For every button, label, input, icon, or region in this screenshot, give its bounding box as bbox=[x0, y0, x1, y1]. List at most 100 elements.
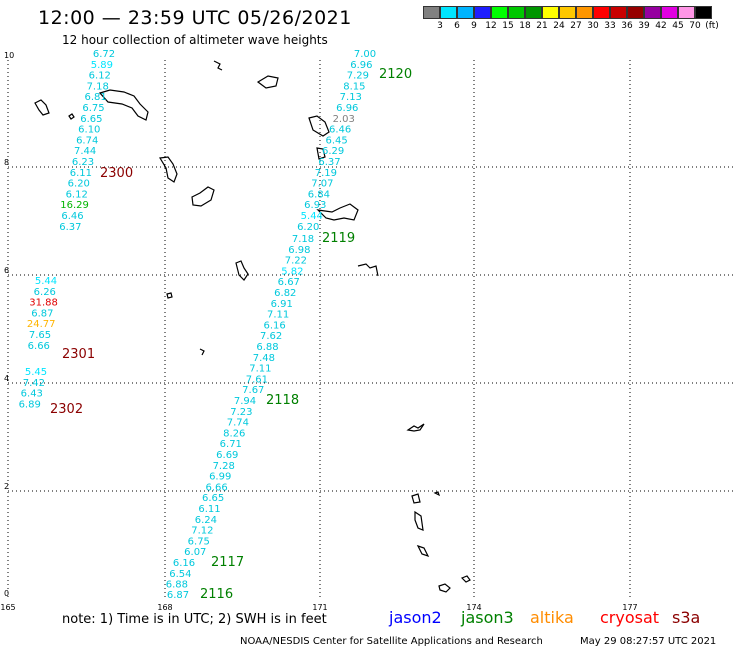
wave-height-label: 6.65 bbox=[80, 114, 102, 125]
page-title: 12:00 — 23:59 UTC 05/26/2021 bbox=[38, 7, 352, 29]
wave-height-label: 7.42 bbox=[23, 378, 45, 389]
legend-altika: altika bbox=[530, 608, 574, 627]
wave-height-label: 6.89 bbox=[19, 399, 41, 410]
wave-height-label: 6.91 bbox=[271, 299, 293, 310]
wave-height-label: 8.15 bbox=[343, 81, 365, 92]
colorbar-swatch bbox=[593, 6, 610, 19]
island-outline bbox=[34, 99, 50, 116]
colorbar-label: 30 bbox=[587, 21, 599, 31]
track-id-label: 2120 bbox=[379, 67, 412, 82]
wave-height-label: 6.72 bbox=[93, 49, 115, 60]
colorbar-label: 12 bbox=[485, 21, 497, 31]
wave-height-label: 7.94 bbox=[234, 396, 256, 407]
wave-height-label: 6.71 bbox=[220, 439, 242, 450]
legend-cryosat: cryosat bbox=[600, 608, 660, 627]
wave-height-label: 7.44 bbox=[74, 146, 96, 157]
wave-height-label: 6.20 bbox=[297, 222, 319, 233]
island-outline bbox=[411, 493, 421, 504]
wave-height-label: 6.20 bbox=[68, 179, 90, 190]
wave-height-label: 7.12 bbox=[191, 526, 213, 537]
wave-height-label: 6.54 bbox=[169, 569, 191, 580]
grid-lines bbox=[7, 60, 735, 598]
y-tick-label: 10 bbox=[4, 51, 14, 60]
island-outline bbox=[414, 510, 424, 531]
track-id-label: 2300 bbox=[100, 166, 133, 181]
wave-height-label: 6.29 bbox=[322, 146, 344, 157]
colorbar-swatch bbox=[678, 6, 695, 19]
wave-height-label: 6.66 bbox=[28, 341, 50, 352]
wave-height-label: 6.12 bbox=[66, 189, 88, 200]
wave-height-label: 7.28 bbox=[213, 461, 235, 472]
wave-height-label: 7.19 bbox=[315, 168, 337, 179]
colorbar-swatch bbox=[423, 6, 440, 19]
colorbar-swatch bbox=[491, 6, 508, 19]
x-tick-label: 177 bbox=[622, 603, 637, 612]
wave-height-label: 5.44 bbox=[301, 211, 323, 222]
wave-height-label: 7.67 bbox=[242, 385, 264, 396]
wave-height-label: 7.13 bbox=[340, 92, 362, 103]
colorbar-label: 39 bbox=[638, 21, 650, 31]
colorbar-label: 9 bbox=[471, 21, 477, 31]
legend-jason2: jason2 bbox=[389, 608, 442, 627]
colorbar-label: 33 bbox=[604, 21, 616, 31]
page-subtitle: 12 hour collection of altimeter wave hei… bbox=[62, 33, 328, 47]
island-outline bbox=[235, 260, 249, 281]
legend-s3a: s3a bbox=[672, 608, 701, 627]
island-outline bbox=[213, 60, 223, 71]
wave-height-label: 2.03 bbox=[333, 114, 355, 125]
colorbar-label: (ft) bbox=[705, 21, 719, 31]
wave-height-label: 5.44 bbox=[35, 276, 57, 287]
wave-height-label: 6.10 bbox=[78, 125, 100, 136]
island-outline bbox=[357, 263, 379, 277]
wave-height-label: 6.11 bbox=[70, 168, 92, 179]
wave-height-label: 7.48 bbox=[253, 353, 275, 364]
x-tick-label: 165 bbox=[0, 603, 15, 612]
wave-height-label: 6.26 bbox=[34, 287, 56, 298]
wave-height-label: 6.23 bbox=[72, 157, 94, 168]
track-id-label: 2116 bbox=[200, 587, 233, 602]
colorbar bbox=[423, 6, 712, 19]
wave-height-label: 6.16 bbox=[173, 558, 195, 569]
colorbar-label: 27 bbox=[570, 21, 582, 31]
island-outline bbox=[438, 583, 451, 593]
wave-height-label: 6.46 bbox=[61, 211, 83, 222]
colorbar-swatch bbox=[576, 6, 593, 19]
y-tick-label: 0 bbox=[4, 589, 9, 598]
track-id-label: 2302 bbox=[50, 402, 83, 417]
wave-height-label: 6.88 bbox=[256, 342, 278, 353]
island-outline bbox=[416, 544, 430, 558]
colorbar-label: 18 bbox=[519, 21, 531, 31]
wave-height-label: 7.23 bbox=[230, 407, 252, 418]
track-id-label: 2118 bbox=[266, 393, 299, 408]
wave-height-label: 6.12 bbox=[89, 71, 111, 82]
wave-height-label: 7.00 bbox=[354, 49, 376, 60]
timestamp-text: May 29 08:27:57 UTC 2021 bbox=[580, 636, 717, 647]
wave-height-label: 6.88 bbox=[166, 580, 188, 591]
colorbar-swatch bbox=[542, 6, 559, 19]
colorbar-label: 36 bbox=[621, 21, 633, 31]
island-outline bbox=[191, 186, 215, 207]
wave-height-label: 6.96 bbox=[336, 103, 358, 114]
colorbar-swatch bbox=[644, 6, 661, 19]
footer-note: note: 1) Time is in UTC; 2) SWH is in fe… bbox=[62, 612, 327, 627]
island-outline bbox=[199, 348, 205, 356]
island-outline bbox=[316, 147, 326, 160]
colorbar-swatch bbox=[559, 6, 576, 19]
colorbar-swatch bbox=[440, 6, 457, 19]
wave-observations: 7.006.967.298.157.136.962.036.466.456.29… bbox=[19, 49, 377, 601]
colorbar-label: 45 bbox=[672, 21, 684, 31]
wave-height-label: 6.07 bbox=[184, 547, 206, 558]
wave-height-label: 6.75 bbox=[188, 536, 210, 547]
wave-height-label: 6.96 bbox=[350, 60, 372, 71]
wave-height-label: 7.29 bbox=[347, 71, 369, 82]
wave-height-label: 5.82 bbox=[281, 266, 303, 277]
wave-height-label: 24.77 bbox=[27, 319, 56, 330]
colorbar-label: 24 bbox=[553, 21, 565, 31]
island-outline bbox=[166, 292, 173, 299]
colorbar-swatch bbox=[695, 6, 712, 19]
wave-height-label: 6.87 bbox=[167, 590, 189, 601]
wave-height-label: 6.67 bbox=[278, 277, 300, 288]
colorbar-swatch bbox=[525, 6, 542, 19]
coastlines bbox=[34, 60, 471, 593]
wave-height-label: 8.26 bbox=[223, 428, 245, 439]
